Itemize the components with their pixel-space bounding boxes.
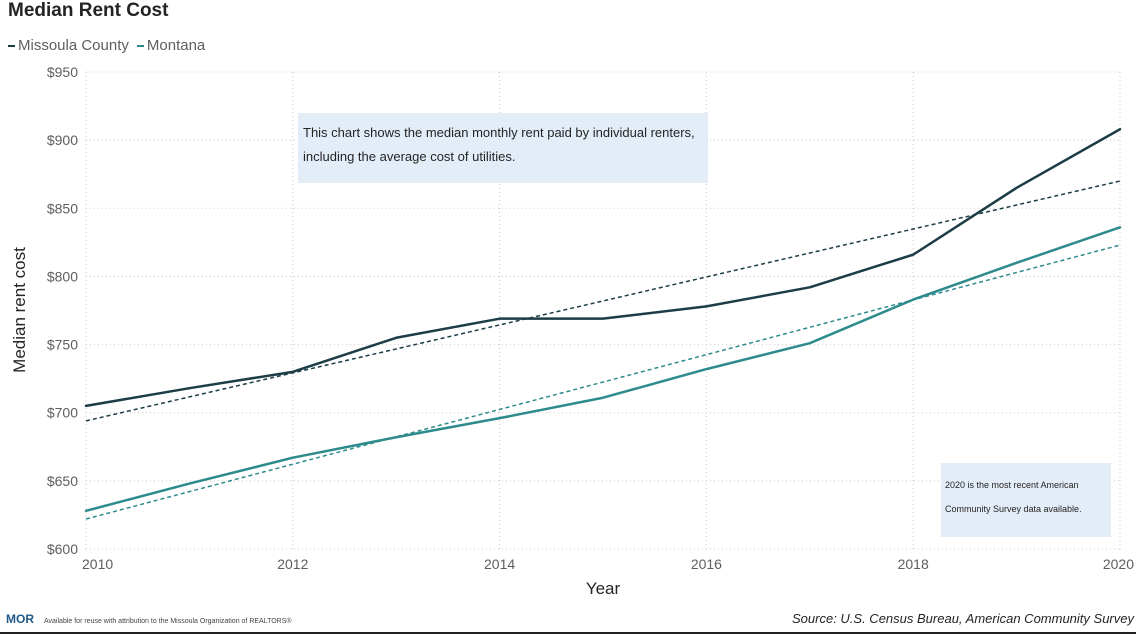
y-tick-label-900: $900 [47, 132, 78, 148]
legend-label-montana: Montana [146, 37, 206, 54]
data-point-missoula-county-2020[interactable] [1117, 126, 1123, 132]
trend-lines [85, 180, 1121, 520]
y-tick-label-600: $600 [47, 541, 78, 557]
source-note: Source: U.S. Census Bureau, American Com… [792, 611, 1134, 626]
data-point-montana-2018[interactable] [910, 297, 916, 303]
data-point-missoula-county-2019[interactable] [1014, 185, 1020, 191]
legend-item-missoula[interactable]: Missoula County [8, 37, 129, 54]
data-point-missoula-county-2018[interactable] [910, 252, 916, 258]
data-point-missoula-county-2015[interactable] [600, 316, 606, 322]
data-point-missoula-county-2010[interactable] [83, 403, 89, 409]
data-point-missoula-county-2017[interactable] [807, 284, 813, 290]
data-point-montana-2020[interactable] [1117, 224, 1123, 230]
y-tick-label-650: $650 [47, 473, 78, 489]
data-point-montana-2012[interactable] [290, 455, 296, 461]
legend-swatch-missoula [8, 44, 15, 47]
data-point-missoula-county-2014[interactable] [497, 316, 503, 322]
x-tick-label-2016: 2016 [691, 556, 722, 572]
data-point-montana-2016[interactable] [703, 366, 709, 372]
x-axis-title: Year [586, 579, 621, 598]
y-tick-label-700: $700 [47, 405, 78, 421]
x-tick-label-2010: 2010 [82, 556, 113, 572]
trend-line-missoula-county [85, 180, 1121, 422]
series-line-missoula-county[interactable] [84, 127, 1122, 408]
y-axis-title: Median rent cost [10, 247, 29, 373]
data-point-missoula-county-2016[interactable] [703, 303, 709, 309]
data-point-missoula-county-2011[interactable] [186, 385, 192, 391]
x-axis-ticks: 2010 2012 2014 2016 2018 2020 [82, 556, 1134, 572]
y-axis-ticks: $600 $650 $700 $750 $800 $850 $900 $950 [47, 64, 78, 557]
legend-swatch-montana [136, 44, 144, 47]
data-point-montana-2017[interactable] [807, 340, 813, 346]
legend-item-montana[interactable]: Montana [136, 37, 206, 54]
trend-line-montana [85, 244, 1121, 520]
data-point-montana-2013[interactable] [393, 434, 399, 440]
data-point-montana-2011[interactable] [186, 481, 192, 487]
x-tick-label-2014: 2014 [484, 556, 515, 572]
x-tick-label-2018: 2018 [898, 556, 929, 572]
attribution-note: Available for reuse with attribution to … [44, 618, 292, 625]
y-tick-label-750: $750 [47, 337, 78, 353]
series-line-montana[interactable] [84, 226, 1122, 513]
mor-logo: MOR [6, 612, 34, 626]
data-point-montana-2014[interactable] [497, 415, 503, 421]
data-point-missoula-county-2013[interactable] [393, 335, 399, 341]
series-lines [83, 126, 1123, 514]
x-tick-label-2012: 2012 [277, 556, 308, 572]
y-tick-label-800: $800 [47, 268, 78, 284]
data-point-montana-2010[interactable] [83, 508, 89, 514]
y-tick-label-950: $950 [47, 64, 78, 80]
y-tick-label-850: $850 [47, 200, 78, 216]
legend-label-missoula: Missoula County [18, 37, 129, 54]
bottom-divider [0, 632, 1136, 634]
legend: Missoula County Montana [8, 37, 205, 54]
data-point-missoula-county-2012[interactable] [290, 369, 296, 375]
annotation-data-note: 2020 is the most recent American Communi… [941, 463, 1111, 537]
data-point-montana-2015[interactable] [600, 395, 606, 401]
data-point-montana-2019[interactable] [1014, 260, 1020, 266]
chart-title: Median Rent Cost [8, 0, 169, 21]
x-tick-label-2020: 2020 [1103, 556, 1134, 572]
annotation-description: This chart shows the median monthly rent… [298, 113, 708, 183]
